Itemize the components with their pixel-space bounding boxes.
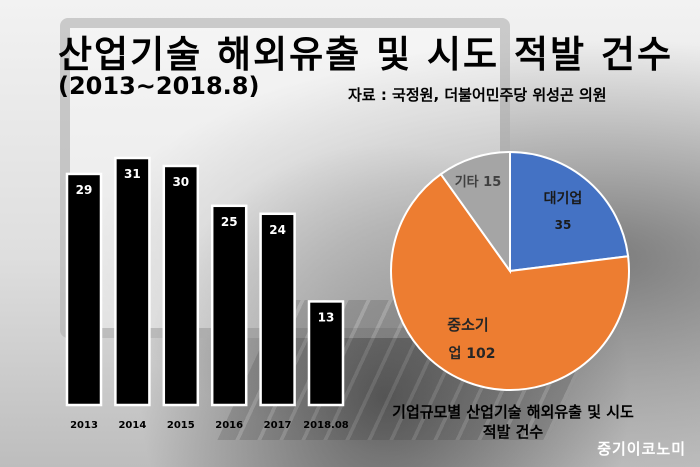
- pie-slice-other: [439, 150, 511, 275]
- pie-slice-sme: [390, 172, 630, 391]
- x-tick-label: 2018.08: [303, 420, 349, 431]
- bar-2018.08: 13: [307, 300, 345, 407]
- bar-2017: 24: [259, 212, 296, 407]
- x-tick-label: 2017: [264, 420, 292, 431]
- bar-rect: [307, 300, 345, 407]
- pie-label-sme-line2: 업 102: [449, 346, 496, 362]
- watermark: 중기이코노미: [597, 440, 686, 458]
- x-tick-label: 2015: [167, 420, 195, 431]
- bar-value-label: 30: [172, 175, 189, 189]
- bar-value-label: 13: [318, 310, 335, 324]
- bar-rect: [210, 204, 248, 407]
- pie-value-large-enterprise: 35: [555, 218, 572, 232]
- pie-label-large-enterprise: 대기업: [544, 191, 583, 207]
- pie-chart-title: 기업규모별 산업기술 해외유출 및 시도 적발 건수: [392, 403, 634, 441]
- bar-value-label: 31: [124, 167, 141, 181]
- page-title: 산업기술 해외유출 및 시도 적발 건수: [58, 33, 674, 76]
- pie-slice-large-enterprise: [509, 150, 630, 273]
- pie-label-other: 기타 15: [455, 174, 502, 190]
- pie-label-sme-line1: 중소기: [447, 316, 488, 334]
- source-note: 자료 : 국정원, 더불어민주당 위성곤 의원: [348, 86, 607, 104]
- bar-rect: [65, 172, 103, 407]
- bar-2015: 30: [162, 164, 200, 407]
- bar-2014: 31: [114, 156, 151, 407]
- x-tick-label: 2016: [215, 420, 243, 431]
- bar-value-label: 24: [269, 223, 286, 237]
- page-subtitle: (2013~2018.8): [58, 72, 260, 100]
- x-tick-label: 2014: [118, 420, 146, 431]
- x-tick-label: 2013: [70, 420, 98, 431]
- bar-value-label: 25: [221, 215, 238, 229]
- bar-rect: [259, 212, 296, 407]
- bar-rect: [162, 164, 200, 407]
- bar-rect: [114, 156, 151, 407]
- bar-2013: 29: [65, 172, 103, 407]
- bar-value-label: 29: [76, 183, 93, 197]
- bar-2016: 25: [210, 204, 248, 407]
